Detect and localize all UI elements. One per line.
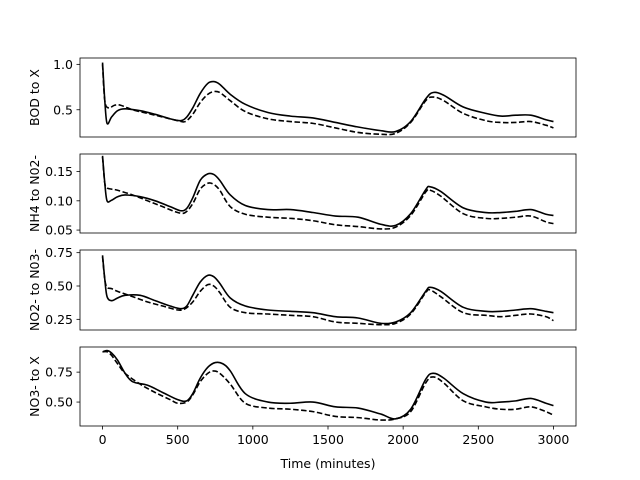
- x-tick-label: 3000: [538, 432, 570, 447]
- panel-1-y-axis-label: BOD to X: [27, 69, 42, 126]
- panel-4-ytick-label: 0.75: [45, 365, 73, 380]
- panel-3-frame: [79, 249, 577, 331]
- panel-4-series-solid-line: [102, 349, 554, 420]
- panel-3-series-solid-line: [101, 255, 554, 325]
- panel-1-ytick-label: 0.5: [53, 102, 73, 117]
- x-tick-label: 0: [99, 432, 107, 447]
- panel-3-ytick-label: 0.75: [45, 245, 73, 260]
- x-tick-label: 1000: [237, 432, 269, 447]
- panel-2-ytick-label: 0.10: [45, 193, 73, 208]
- panel-2-ytick-label: 0.05: [45, 223, 73, 238]
- panel-1-frame: [79, 57, 577, 138]
- panel-2-y-axis-label: NH4 to N02-: [27, 155, 42, 232]
- panel-4-y-axis-label: NO3- to X: [27, 356, 42, 417]
- panel-3-ytick-label: 0.50: [45, 279, 73, 294]
- panel-4-ytick-label: 0.50: [45, 395, 73, 410]
- x-tick-label: 500: [166, 432, 190, 447]
- panel-2-ytick-label: 0.15: [45, 164, 73, 179]
- panel-1: 0.5 1.0 BOD to X: [27, 57, 577, 138]
- panel-1-series-dashed-line: [101, 64, 554, 136]
- panel-3-ytick-label: 0.25: [45, 312, 73, 327]
- panel-3-y-axis-label: NO2- to N03-: [27, 249, 42, 331]
- panel-2-frame: [79, 153, 577, 234]
- panel-4-series-dashed-line: [102, 350, 554, 421]
- x-axis-label: Time (minutes): [280, 456, 376, 471]
- x-tick-label: 2000: [387, 432, 419, 447]
- panel-1-series-solid-line: [101, 62, 554, 133]
- x-tick-label: 2500: [462, 432, 494, 447]
- x-tick-label: 1500: [312, 432, 344, 447]
- panel-1-ytick-label: 1.0: [53, 57, 73, 72]
- panel-3-series-dashed-line: [101, 256, 554, 326]
- panel-2-series-dashed-line: [101, 156, 554, 230]
